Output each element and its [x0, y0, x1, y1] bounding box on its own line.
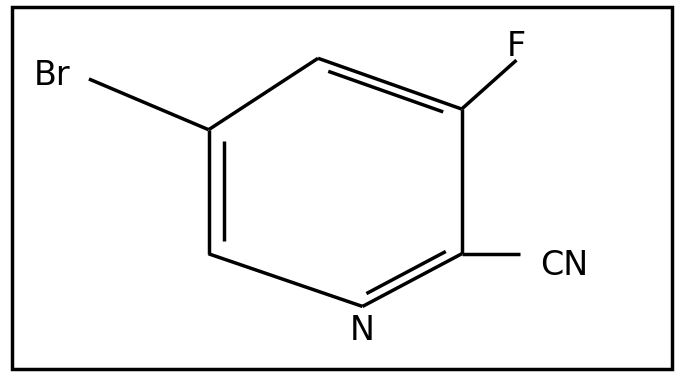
Text: N: N — [350, 314, 375, 347]
Text: Br: Br — [34, 59, 71, 92]
Text: F: F — [507, 30, 526, 64]
Text: CN: CN — [540, 249, 589, 282]
